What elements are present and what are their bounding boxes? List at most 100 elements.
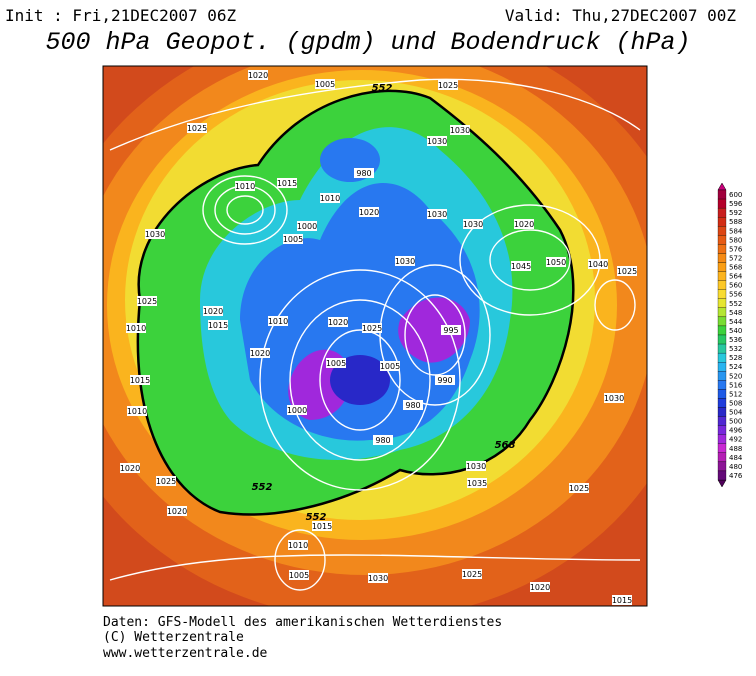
isobar-label: 1015 [312, 522, 332, 531]
isobar-label: 980 [356, 169, 371, 178]
isobar-label: 1025 [362, 324, 382, 333]
isobar-label-box [403, 400, 423, 410]
height-label: 568 [495, 440, 516, 451]
isobar-label-box [466, 461, 486, 471]
isobar-label: 1015 [208, 321, 228, 330]
colorbar-label: 576 [729, 245, 743, 253]
colorbar-swatch [717, 262, 727, 272]
isobar-label: 1030 [463, 220, 483, 229]
colorbar-swatch [717, 298, 727, 308]
colorbar-label: 548 [729, 309, 742, 317]
colorbar-label: 588 [729, 218, 742, 226]
colorbar-label: 480 [729, 463, 742, 471]
isobar-label: 1035 [467, 479, 487, 488]
isobar-label: 1045 [511, 262, 531, 271]
colorbar-label: 592 [729, 209, 742, 217]
colorbar-label: 476 [729, 472, 743, 480]
isobar-label: 1005 [315, 80, 335, 89]
isobar-label-box [362, 323, 382, 333]
colorbar-label: 572 [729, 254, 742, 262]
isobar-label-box [187, 123, 207, 133]
colorbar-swatch [717, 280, 727, 290]
colorbar-swatch [717, 461, 727, 472]
isobar-label-box [250, 348, 270, 358]
isobar-label-box [617, 266, 637, 276]
isobar-label-box [289, 570, 309, 580]
isobar-label: 1025 [156, 477, 176, 486]
colorbar-swatch [717, 443, 727, 453]
isobar-label-box [467, 478, 487, 488]
isobar-label-box [268, 316, 288, 326]
isobar-label: 1015 [612, 596, 632, 605]
isobar-label: 1030 [427, 137, 447, 146]
isobar-label: 1050 [546, 258, 566, 267]
isobar-label: 1005 [289, 571, 309, 580]
colorbar-swatch [717, 352, 727, 363]
colorbar-label: 532 [729, 345, 742, 353]
isobar-label: 1025 [137, 297, 157, 306]
isobar-label: 1025 [569, 484, 589, 493]
isobar-label-box [438, 80, 458, 90]
isobar-label: 990 [437, 376, 452, 385]
isobar-label: 1025 [438, 81, 458, 90]
colorbar-swatch [717, 244, 727, 254]
init-time: Init : Fri,21DEC2007 06Z [5, 6, 237, 25]
colorbar-label: 512 [729, 390, 742, 398]
isobar-label: 1030 [427, 210, 447, 219]
isobar-label: 1020 [514, 220, 534, 229]
isobar-label: 995 [443, 326, 458, 335]
isobar-label-box [395, 256, 415, 266]
isobar-label-box [427, 209, 447, 219]
colorbar-swatch [717, 217, 727, 227]
isobar-label-box [277, 178, 297, 188]
isobar-label: 1005 [380, 362, 400, 371]
isobar-label-box [328, 317, 348, 327]
isobar-label: 1020 [530, 583, 550, 592]
isobar-label: 1015 [277, 179, 297, 188]
isobar-label: 1025 [462, 570, 482, 579]
isobar-label: 1010 [235, 182, 255, 191]
colorbar-swatch [717, 226, 727, 236]
isobar-label: 1010 [126, 324, 146, 333]
isobar-label-box [248, 70, 268, 80]
footer-source: Daten: GFS-Modell des amerikanischen Wet… [103, 615, 502, 630]
colorbar-swatch [717, 470, 727, 481]
isobar-label: 1020 [167, 507, 187, 516]
isobar-label-box [427, 136, 447, 146]
isobar-label: 1030 [604, 394, 624, 403]
isobar-label: 1020 [203, 307, 223, 316]
isobar-label: 1010 [320, 194, 340, 203]
isobar-label: 1030 [368, 574, 388, 583]
valid-time: Valid: Thu,27DEC2007 00Z [505, 6, 737, 25]
isobar-label-box [588, 259, 608, 269]
isobar-label: 1005 [326, 359, 346, 368]
colorbar-swatch [717, 416, 727, 426]
colorbar-label: 516 [729, 381, 743, 389]
isobar-label-box [297, 221, 317, 231]
isobar-label-box [612, 595, 632, 605]
isobar-label: 1020 [248, 71, 268, 80]
isobar-label: 1010 [268, 317, 288, 326]
colorbar-label: 560 [729, 282, 742, 290]
isobar-label: 1015 [130, 376, 150, 385]
colorbar-label: 496 [729, 427, 743, 435]
isobar-label-box [312, 521, 332, 531]
isobar-label: 1030 [395, 257, 415, 266]
colorbar-swatch [717, 398, 727, 408]
isobar-label-box [354, 168, 374, 178]
isobar-label-box [604, 393, 624, 403]
colorbar-swatch [717, 289, 727, 299]
colorbar-cap [717, 182, 727, 191]
colorbar-label: 504 [729, 409, 743, 417]
isobar-label: 1020 [120, 464, 140, 473]
height-label: 552 [372, 83, 393, 94]
map [103, 66, 647, 606]
isobar-label-box [380, 361, 400, 371]
isobar-label-box [373, 435, 393, 445]
isobar-label-box [167, 506, 187, 516]
colorbar-label: 584 [729, 227, 743, 235]
colorbar-swatch [717, 425, 727, 435]
map-title: 500 hPa Geopot. (gpdm) und Bodendruck (h… [45, 28, 690, 57]
map-frame [102, 65, 648, 607]
